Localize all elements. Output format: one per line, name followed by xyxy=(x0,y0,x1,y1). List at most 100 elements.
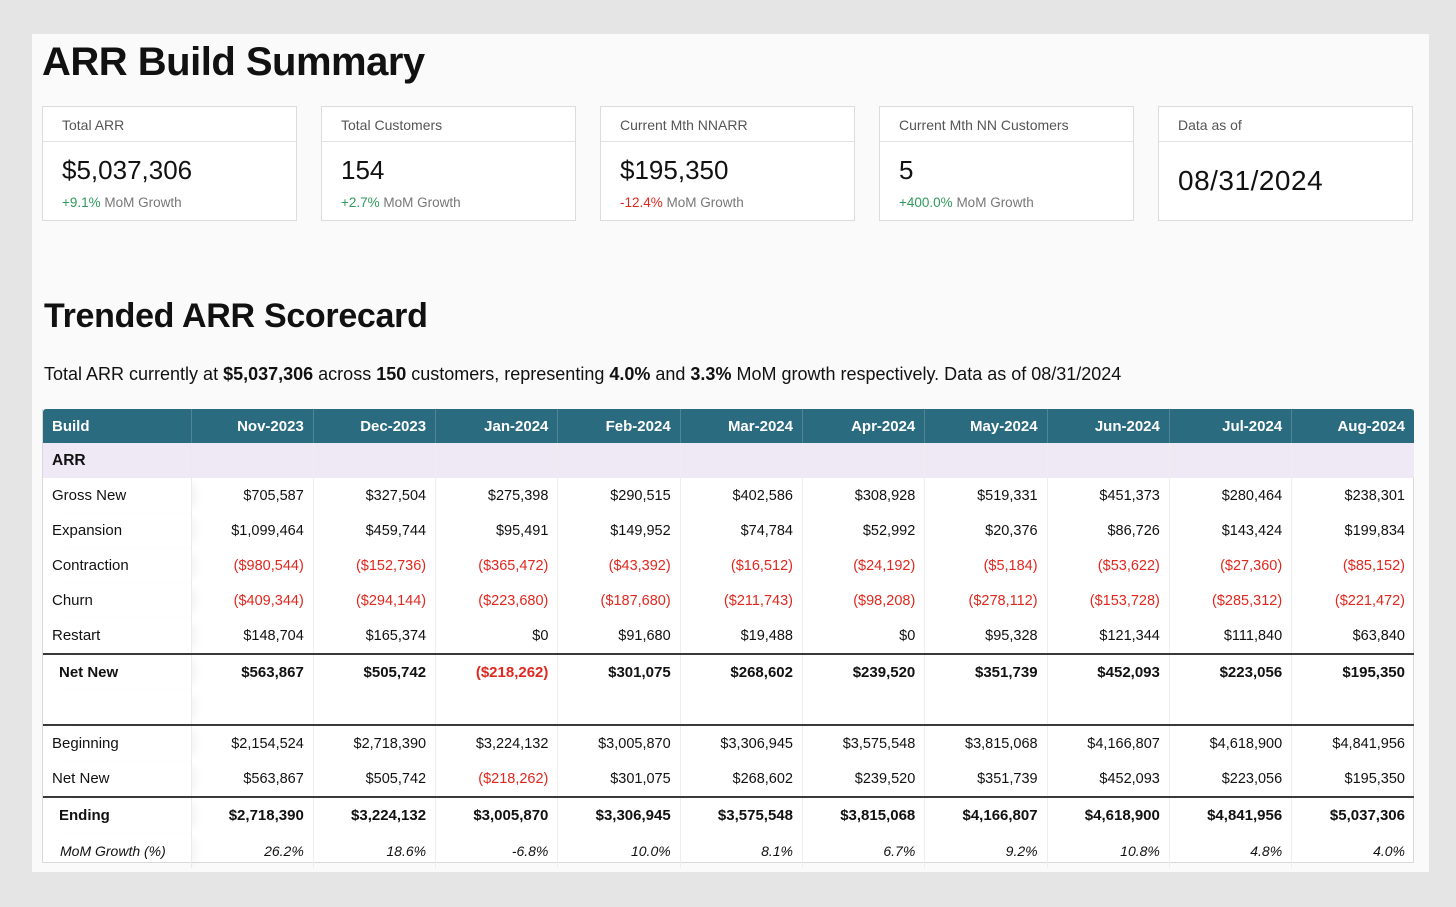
table-cell: $3,306,945 xyxy=(557,796,681,833)
header-build: Build xyxy=(43,409,192,443)
table-cell: $74,784 xyxy=(680,513,803,548)
table-cell: $91,680 xyxy=(557,618,681,654)
table-cell: $452,093 xyxy=(1047,761,1170,797)
section-cell xyxy=(557,443,681,478)
table-cell: ($211,743) xyxy=(680,583,803,618)
row-label xyxy=(43,690,192,725)
row-label: MoM Growth (%) xyxy=(43,833,192,868)
kpi-card-data-as-of: Data as of 08/31/2024 xyxy=(1158,106,1413,221)
table-row: MoM Growth (%) 26.2% 18.6% -6.8% 10.0% 8.1% 6.… xyxy=(43,833,1414,868)
section-cell xyxy=(191,443,314,478)
growth-percent: -12.4% xyxy=(620,195,663,210)
table-cell: $4,841,956 xyxy=(1291,724,1414,761)
page-title: ARR Build Summary xyxy=(42,40,425,84)
table-cell: $3,306,945 xyxy=(680,724,803,761)
table-row xyxy=(43,690,1414,725)
row-label: Churn xyxy=(43,583,192,618)
table-cell xyxy=(924,690,1048,725)
table-cell: ($53,622) xyxy=(1047,548,1170,583)
table-cell: $3,005,870 xyxy=(435,796,559,833)
table-cell: ($27,360) xyxy=(1169,548,1293,583)
table-cell: $2,718,390 xyxy=(313,724,437,761)
section-cell xyxy=(680,443,803,478)
table-row: Restart $148,704 $165,374 $0 $91,680 $19,488 $… xyxy=(43,618,1414,654)
section-cell xyxy=(313,443,437,478)
row-label: Gross New xyxy=(43,478,192,513)
table-cell xyxy=(1047,690,1170,725)
table-row: Expansion $1,099,464 $459,744 $95,491 $149,9… xyxy=(43,513,1414,548)
growth-label: MoM Growth xyxy=(666,195,744,210)
table-cell: 26.2% xyxy=(191,833,314,868)
table-cell: 4.8% xyxy=(1169,833,1293,868)
table-cell: $149,952 xyxy=(557,513,681,548)
table-cell: $3,575,548 xyxy=(802,724,926,761)
table-cell: $3,224,132 xyxy=(435,724,559,761)
table-cell: $275,398 xyxy=(435,478,559,513)
header-month: Jun-2024 xyxy=(1047,409,1170,443)
table-cell: $238,301 xyxy=(1344,487,1405,504)
kpi-label: Current Mth NNARR xyxy=(601,107,854,142)
table-cell: $563,867 xyxy=(191,653,314,690)
summary-part: customers, representing xyxy=(406,364,610,384)
table-cell: $4,841,956 xyxy=(1169,796,1293,833)
table-row: Net New $563,867 $505,742 ($218,262) $301,07… xyxy=(43,761,1414,797)
row-label: Net New xyxy=(43,653,192,690)
kpi-cards: Total ARR $5,037,306 +9.1% MoM Growth To… xyxy=(42,106,1414,222)
table-body: ARR Gross New $705,587 $327,504 $275,398 $290… xyxy=(43,443,1414,868)
summary-part: Total ARR currently at xyxy=(44,364,224,384)
scorecard-table-container: Build Nov-2023 Dec-2023 Jan-2024 Feb-2024 Ma… xyxy=(42,409,1414,868)
table-cell: $199,834 xyxy=(1344,522,1405,539)
table-cell: $705,587 xyxy=(191,478,314,513)
section-row: ARR xyxy=(43,443,1414,478)
table-cell xyxy=(680,690,803,725)
header-month: Dec-2023 xyxy=(313,409,437,443)
kpi-card-current-mth-nn-customers: Current Mth NN Customers 5 +400.0% MoM G… xyxy=(879,106,1134,221)
table-cell: ($218,262) xyxy=(435,761,559,797)
kpi-value: $195,350 xyxy=(620,155,729,185)
table-cell: ($43,392) xyxy=(557,548,681,583)
header-month: Nov-2023 xyxy=(191,409,314,443)
summary-customers: 150 xyxy=(376,364,407,384)
table-cell: $86,726 xyxy=(1047,513,1170,548)
table-cell: ($16,512) xyxy=(680,548,803,583)
row-label: Restart xyxy=(43,618,192,654)
table-cell: $301,075 xyxy=(557,653,681,690)
table-cell: $1,099,464 xyxy=(191,513,314,548)
table-cell: $0 xyxy=(802,618,926,654)
table-row: Net New $563,867 $505,742 ($218,262) $301,07… xyxy=(43,653,1414,690)
row-label: Net New xyxy=(43,761,192,797)
summary-text: Total ARR currently at $5,037,306 across… xyxy=(44,364,1121,385)
table-cell: ($218,262) xyxy=(435,653,559,690)
section-cell xyxy=(1291,443,1414,478)
table-cell: $95,491 xyxy=(435,513,559,548)
table-cell: 18.6% xyxy=(313,833,437,868)
row-label: Beginning xyxy=(43,724,192,761)
table-cell: $3,815,068 xyxy=(924,724,1048,761)
table-cell: ($980,544) xyxy=(191,548,314,583)
kpi-card-current-mth-nnarr: Current Mth NNARR $195,350 -12.4% MoM Gr… xyxy=(600,106,855,221)
table-cell xyxy=(1292,690,1414,725)
table-cell: $19,488 xyxy=(680,618,803,654)
table-row: Beginning $2,154,524 $2,718,390 $3,224,132 $… xyxy=(43,724,1414,761)
summary-part: MoM growth respectively. Data as of 08/3… xyxy=(731,364,1122,384)
table-cell: $5,037,306 xyxy=(1291,796,1414,833)
kpi-value: 154 xyxy=(341,155,385,185)
table-cell: $239,520 xyxy=(802,761,926,797)
header-month: Jan-2024 xyxy=(435,409,559,443)
table-cell: ($221,472) xyxy=(1334,592,1405,609)
table-cell: ($152,736) xyxy=(313,548,437,583)
growth-label: MoM Growth xyxy=(956,195,1034,210)
growth-percent: +400.0% xyxy=(899,195,953,210)
table-cell: ($365,472) xyxy=(435,548,559,583)
section-cell xyxy=(1169,443,1293,478)
table-cell xyxy=(802,690,926,725)
summary-customer-growth: 3.3% xyxy=(690,364,732,384)
table-cell: ($278,112) xyxy=(924,583,1048,618)
row-label: Expansion xyxy=(43,513,192,548)
table-cell: $20,376 xyxy=(924,513,1048,548)
scorecard-table: Build Nov-2023 Dec-2023 Jan-2024 Feb-2024 Ma… xyxy=(43,409,1414,868)
table-cell: 9.2% xyxy=(924,833,1048,868)
row-label: Ending xyxy=(43,796,192,833)
table-cell: ($409,344) xyxy=(191,583,314,618)
growth-label: MoM Growth xyxy=(104,195,182,210)
